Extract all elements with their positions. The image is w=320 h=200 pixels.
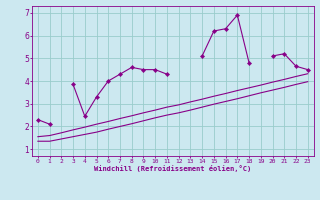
X-axis label: Windchill (Refroidissement éolien,°C): Windchill (Refroidissement éolien,°C): [94, 165, 252, 172]
